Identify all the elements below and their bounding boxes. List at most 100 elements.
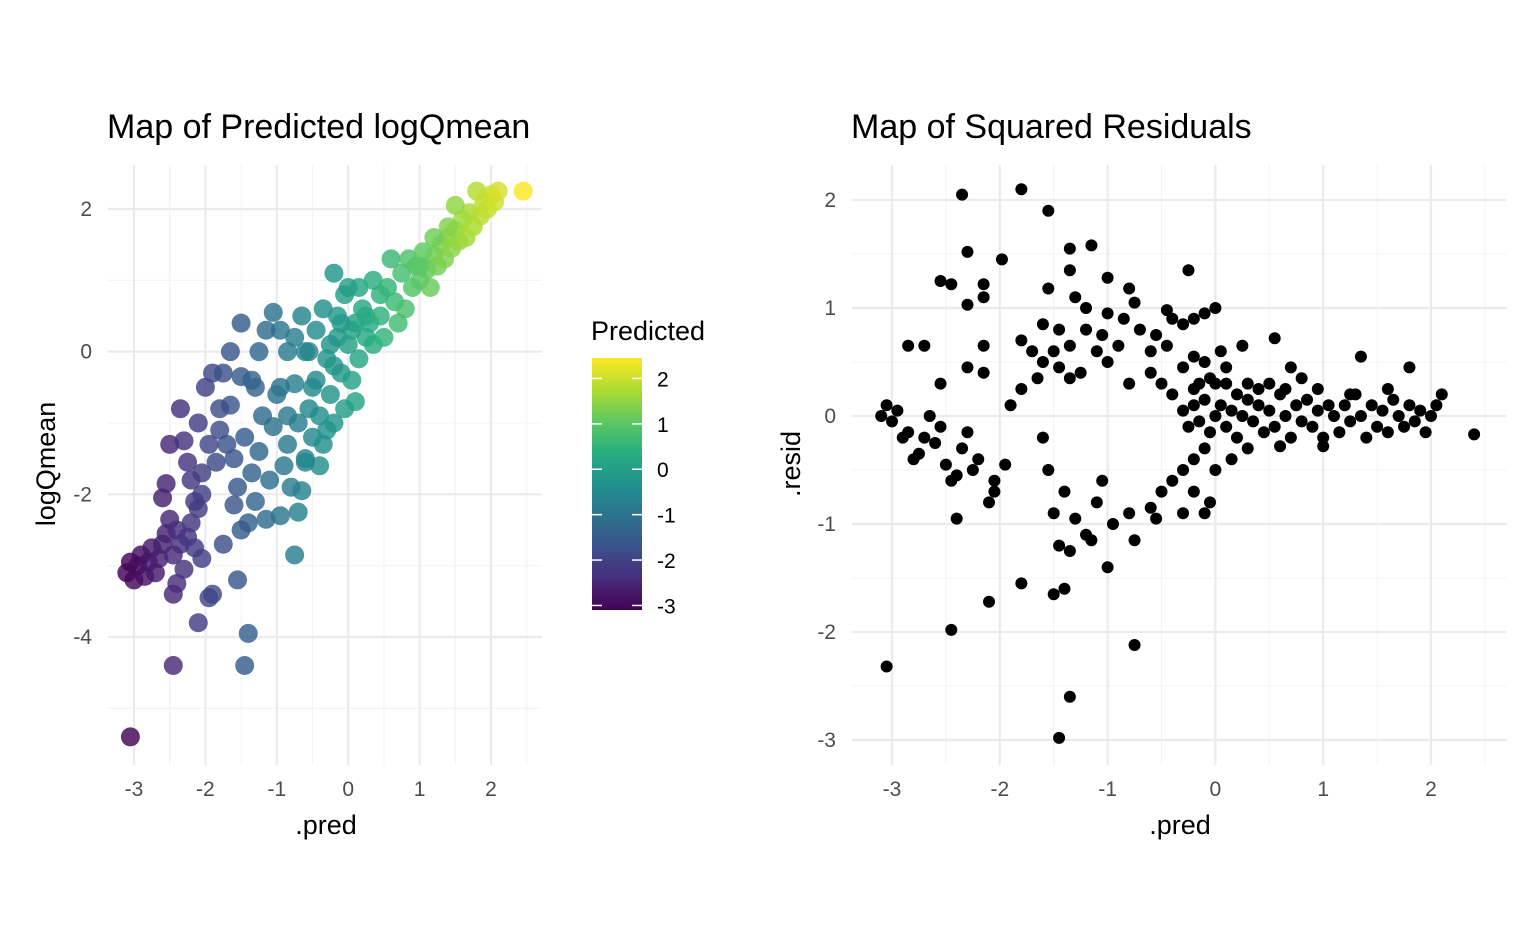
data-point [1198, 307, 1211, 320]
y-tick-label: -3 [817, 729, 836, 752]
data-point [203, 584, 223, 604]
data-point [1333, 426, 1346, 439]
data-point [1063, 372, 1076, 385]
y-axis-label: logQmean [31, 402, 61, 527]
data-point [1360, 431, 1373, 444]
data-point [1182, 420, 1195, 433]
data-point [288, 502, 308, 522]
data-point [1106, 518, 1119, 530]
data-point [912, 447, 925, 460]
data-point [1398, 420, 1411, 433]
y-tick-label: 0 [80, 341, 92, 364]
data-point [1042, 204, 1055, 217]
data-point [945, 623, 958, 636]
data-point [1419, 426, 1432, 439]
data-point [961, 426, 974, 439]
data-point [1468, 428, 1481, 441]
data-point [995, 253, 1008, 266]
data-point [1058, 485, 1071, 498]
chart-title: Map of Squared Residuals [851, 108, 1252, 146]
data-point [1177, 464, 1190, 476]
data-point [320, 384, 340, 404]
data-point [1230, 431, 1243, 444]
data-point [1160, 304, 1173, 317]
data-point [331, 313, 351, 333]
x-tick-label: 2 [1425, 778, 1437, 801]
data-point [1435, 388, 1448, 401]
data-point [228, 477, 248, 497]
data-point [1182, 264, 1195, 277]
data-point [1403, 399, 1416, 412]
data-point [213, 363, 233, 383]
data-point [1144, 366, 1157, 379]
data-point [1338, 399, 1351, 412]
data-point [1133, 323, 1146, 336]
data-point [513, 181, 533, 201]
data-point [1295, 415, 1308, 428]
data-point [1354, 350, 1367, 363]
data-point [324, 356, 344, 376]
data-point [249, 442, 269, 462]
y-tick-label: 1 [824, 297, 836, 320]
data-point [1306, 420, 1319, 433]
y-axis-label: .resid [776, 431, 806, 497]
data-point [242, 370, 262, 390]
data-point [1069, 291, 1082, 304]
data-point [1241, 393, 1254, 406]
data-point [188, 613, 208, 633]
data-point [1284, 431, 1297, 444]
data-point [1047, 345, 1060, 358]
data-point [410, 256, 430, 276]
data-point [880, 399, 893, 412]
data-point [1187, 312, 1200, 325]
data-point [1295, 372, 1308, 385]
scatter-points [117, 181, 533, 747]
data-point [1241, 377, 1254, 390]
data-point [1220, 377, 1233, 390]
data-point [1015, 183, 1028, 196]
data-point [1144, 345, 1157, 358]
data-point [270, 320, 290, 340]
data-point [1058, 582, 1071, 595]
data-point [120, 727, 140, 747]
data-point [1311, 383, 1324, 395]
data-point [195, 377, 215, 397]
data-point [188, 413, 208, 433]
data-point [1220, 361, 1233, 374]
data-point [1317, 440, 1330, 453]
data-point [310, 456, 330, 476]
data-point [235, 427, 255, 447]
data-point [1080, 302, 1093, 314]
data-point [192, 549, 212, 569]
data-point [999, 458, 1012, 471]
data-point [174, 431, 194, 451]
data-point [1204, 372, 1217, 385]
data-point [1225, 404, 1238, 417]
data-point [983, 595, 996, 608]
data-point [349, 349, 369, 369]
data-point [1268, 332, 1281, 345]
data-point [1101, 307, 1114, 320]
data-point [420, 277, 440, 297]
data-point [1187, 399, 1200, 412]
data-point [1047, 507, 1060, 520]
data-point [1198, 442, 1211, 455]
data-point [1225, 453, 1238, 466]
data-point [285, 545, 305, 565]
data-point [1160, 339, 1173, 352]
data-point [1101, 271, 1114, 284]
data-point [270, 377, 290, 397]
data-point [295, 452, 315, 472]
data-point [292, 306, 312, 326]
data-point [256, 509, 276, 529]
data-point [1425, 410, 1437, 422]
data-point [295, 342, 315, 362]
data-point [1085, 239, 1098, 252]
x-tick-label: 1 [1317, 778, 1329, 801]
data-point [1204, 496, 1217, 509]
data-point [1042, 282, 1055, 295]
x-tick-label: -2 [196, 778, 215, 801]
data-point [345, 392, 365, 412]
data-point [153, 488, 173, 508]
data-point [939, 458, 952, 471]
